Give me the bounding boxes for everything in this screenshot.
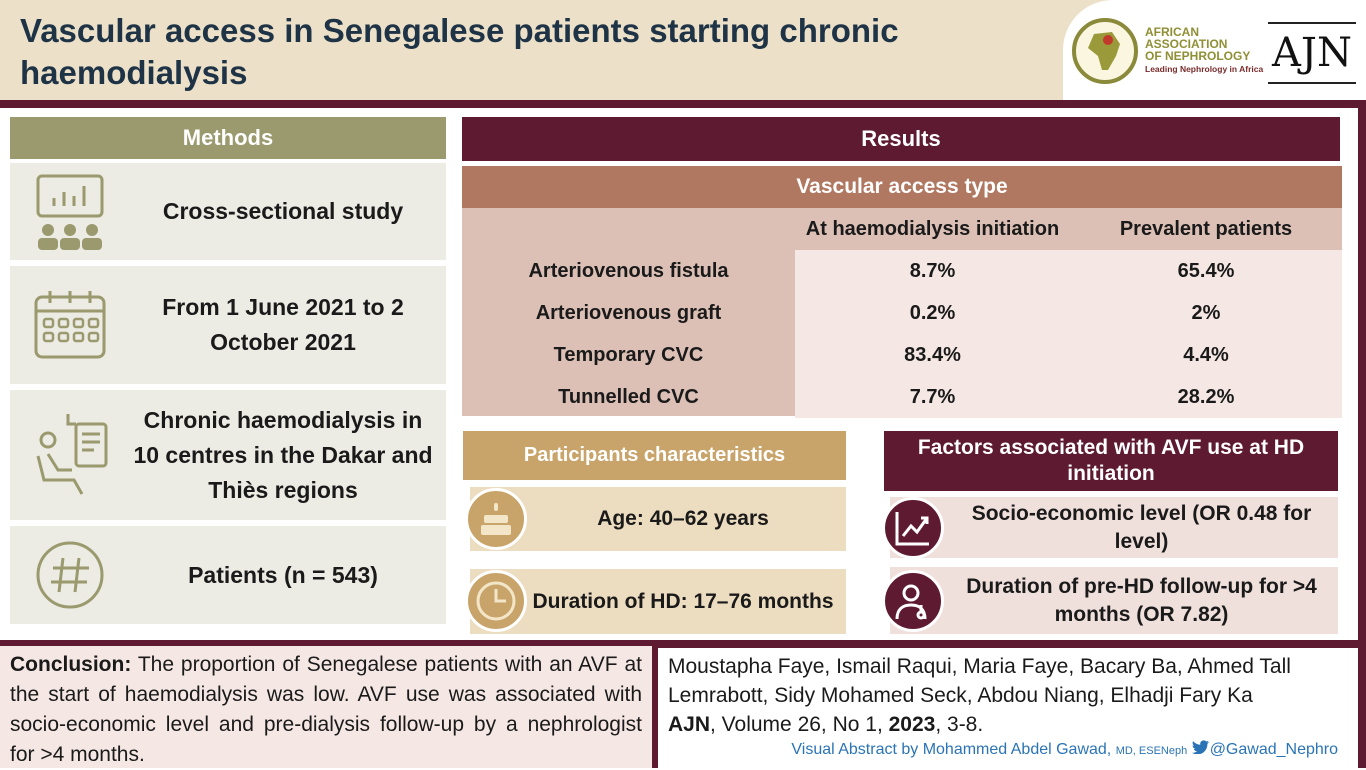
afran-logo-text: AFRICAN ASSOCIATION OF NEPHROLOGY bbox=[1145, 25, 1251, 63]
citation: AJN, Volume 26, No 1, 2023, 3-8. bbox=[668, 713, 984, 736]
method-study-design: Cross-sectional study bbox=[10, 163, 446, 260]
divider bbox=[0, 100, 1366, 108]
clock-icon bbox=[465, 570, 527, 632]
factor-prehd-followup: Duration of pre-HD follow-up for >4 mont… bbox=[890, 567, 1338, 634]
factor-socioeconomic: Socio-economic level (OR 0.48 for level) bbox=[890, 497, 1338, 558]
authors: Moustapha Faye, Ismail Raqui, Maria Faye… bbox=[668, 655, 1291, 707]
table-row: Arteriovenous graft 0.2% 2% bbox=[462, 292, 1342, 334]
method-study-period: From 1 June 2021 to 2 October 2021 bbox=[10, 266, 446, 384]
dialysis-patient-icon bbox=[10, 410, 130, 500]
visual-abstract-credit: Visual Abstract by Mohammed Abdel Gawad,… bbox=[791, 740, 1338, 758]
afran-tagline: Leading Nephrology in Africa bbox=[1145, 64, 1264, 74]
methods-heading: Methods bbox=[10, 117, 446, 159]
table-title: Vascular access type bbox=[462, 166, 1342, 208]
table-row: Temporary CVC 83.4% 4.4% bbox=[462, 334, 1342, 376]
column-header: At haemodialysis initiation bbox=[805, 217, 1060, 240]
afran-logo-seal bbox=[1072, 18, 1138, 84]
table-header-row: At haemodialysis initiation Prevalent pa… bbox=[462, 208, 1342, 250]
divider bbox=[1358, 100, 1366, 645]
factors-heading: Factors associated with AVF use at HD in… bbox=[884, 431, 1338, 491]
twitter-bird-icon bbox=[1191, 740, 1210, 758]
trend-chart-icon bbox=[882, 497, 944, 559]
results-heading: Results bbox=[462, 117, 1340, 161]
column-header: Prevalent patients bbox=[1119, 217, 1293, 240]
calendar-icon bbox=[10, 289, 130, 361]
reference-box: Moustapha Faye, Ismail Raqui, Maria Faye… bbox=[658, 648, 1358, 768]
cake-icon bbox=[465, 488, 527, 550]
method-sample-size: Patients (n = 543) bbox=[10, 526, 446, 624]
presentation-audience-icon bbox=[10, 172, 130, 252]
hashtag-icon bbox=[10, 540, 130, 610]
table-row: Tunnelled CVC 7.7% 28.2% bbox=[462, 376, 1342, 418]
table-row: Arteriovenous fistula 8.7% 65.4% bbox=[462, 250, 1342, 292]
doctor-icon bbox=[882, 570, 944, 632]
participant-hd-duration: Duration of HD: 17–76 months bbox=[470, 569, 846, 634]
participants-heading: Participants characteristics bbox=[463, 431, 846, 480]
conclusion-label: Conclusion: bbox=[10, 653, 132, 676]
participant-age: Age: 40–62 years bbox=[470, 487, 846, 551]
page-title: Vascular access in Senegalese patients s… bbox=[20, 12, 899, 91]
method-setting: Chronic haemodialysis in 10 centres in t… bbox=[10, 390, 446, 520]
ajn-logo: AJN bbox=[1268, 22, 1356, 84]
conclusion-text: The proportion of Senegalese patients wi… bbox=[10, 653, 642, 766]
conclusion-box: Conclusion: The proportion of Senegalese… bbox=[0, 646, 652, 768]
twitter-handle[interactable]: @Gawad_Nephro bbox=[1209, 741, 1338, 758]
vascular-access-table: Vascular access type At haemodialysis in… bbox=[462, 166, 1342, 418]
